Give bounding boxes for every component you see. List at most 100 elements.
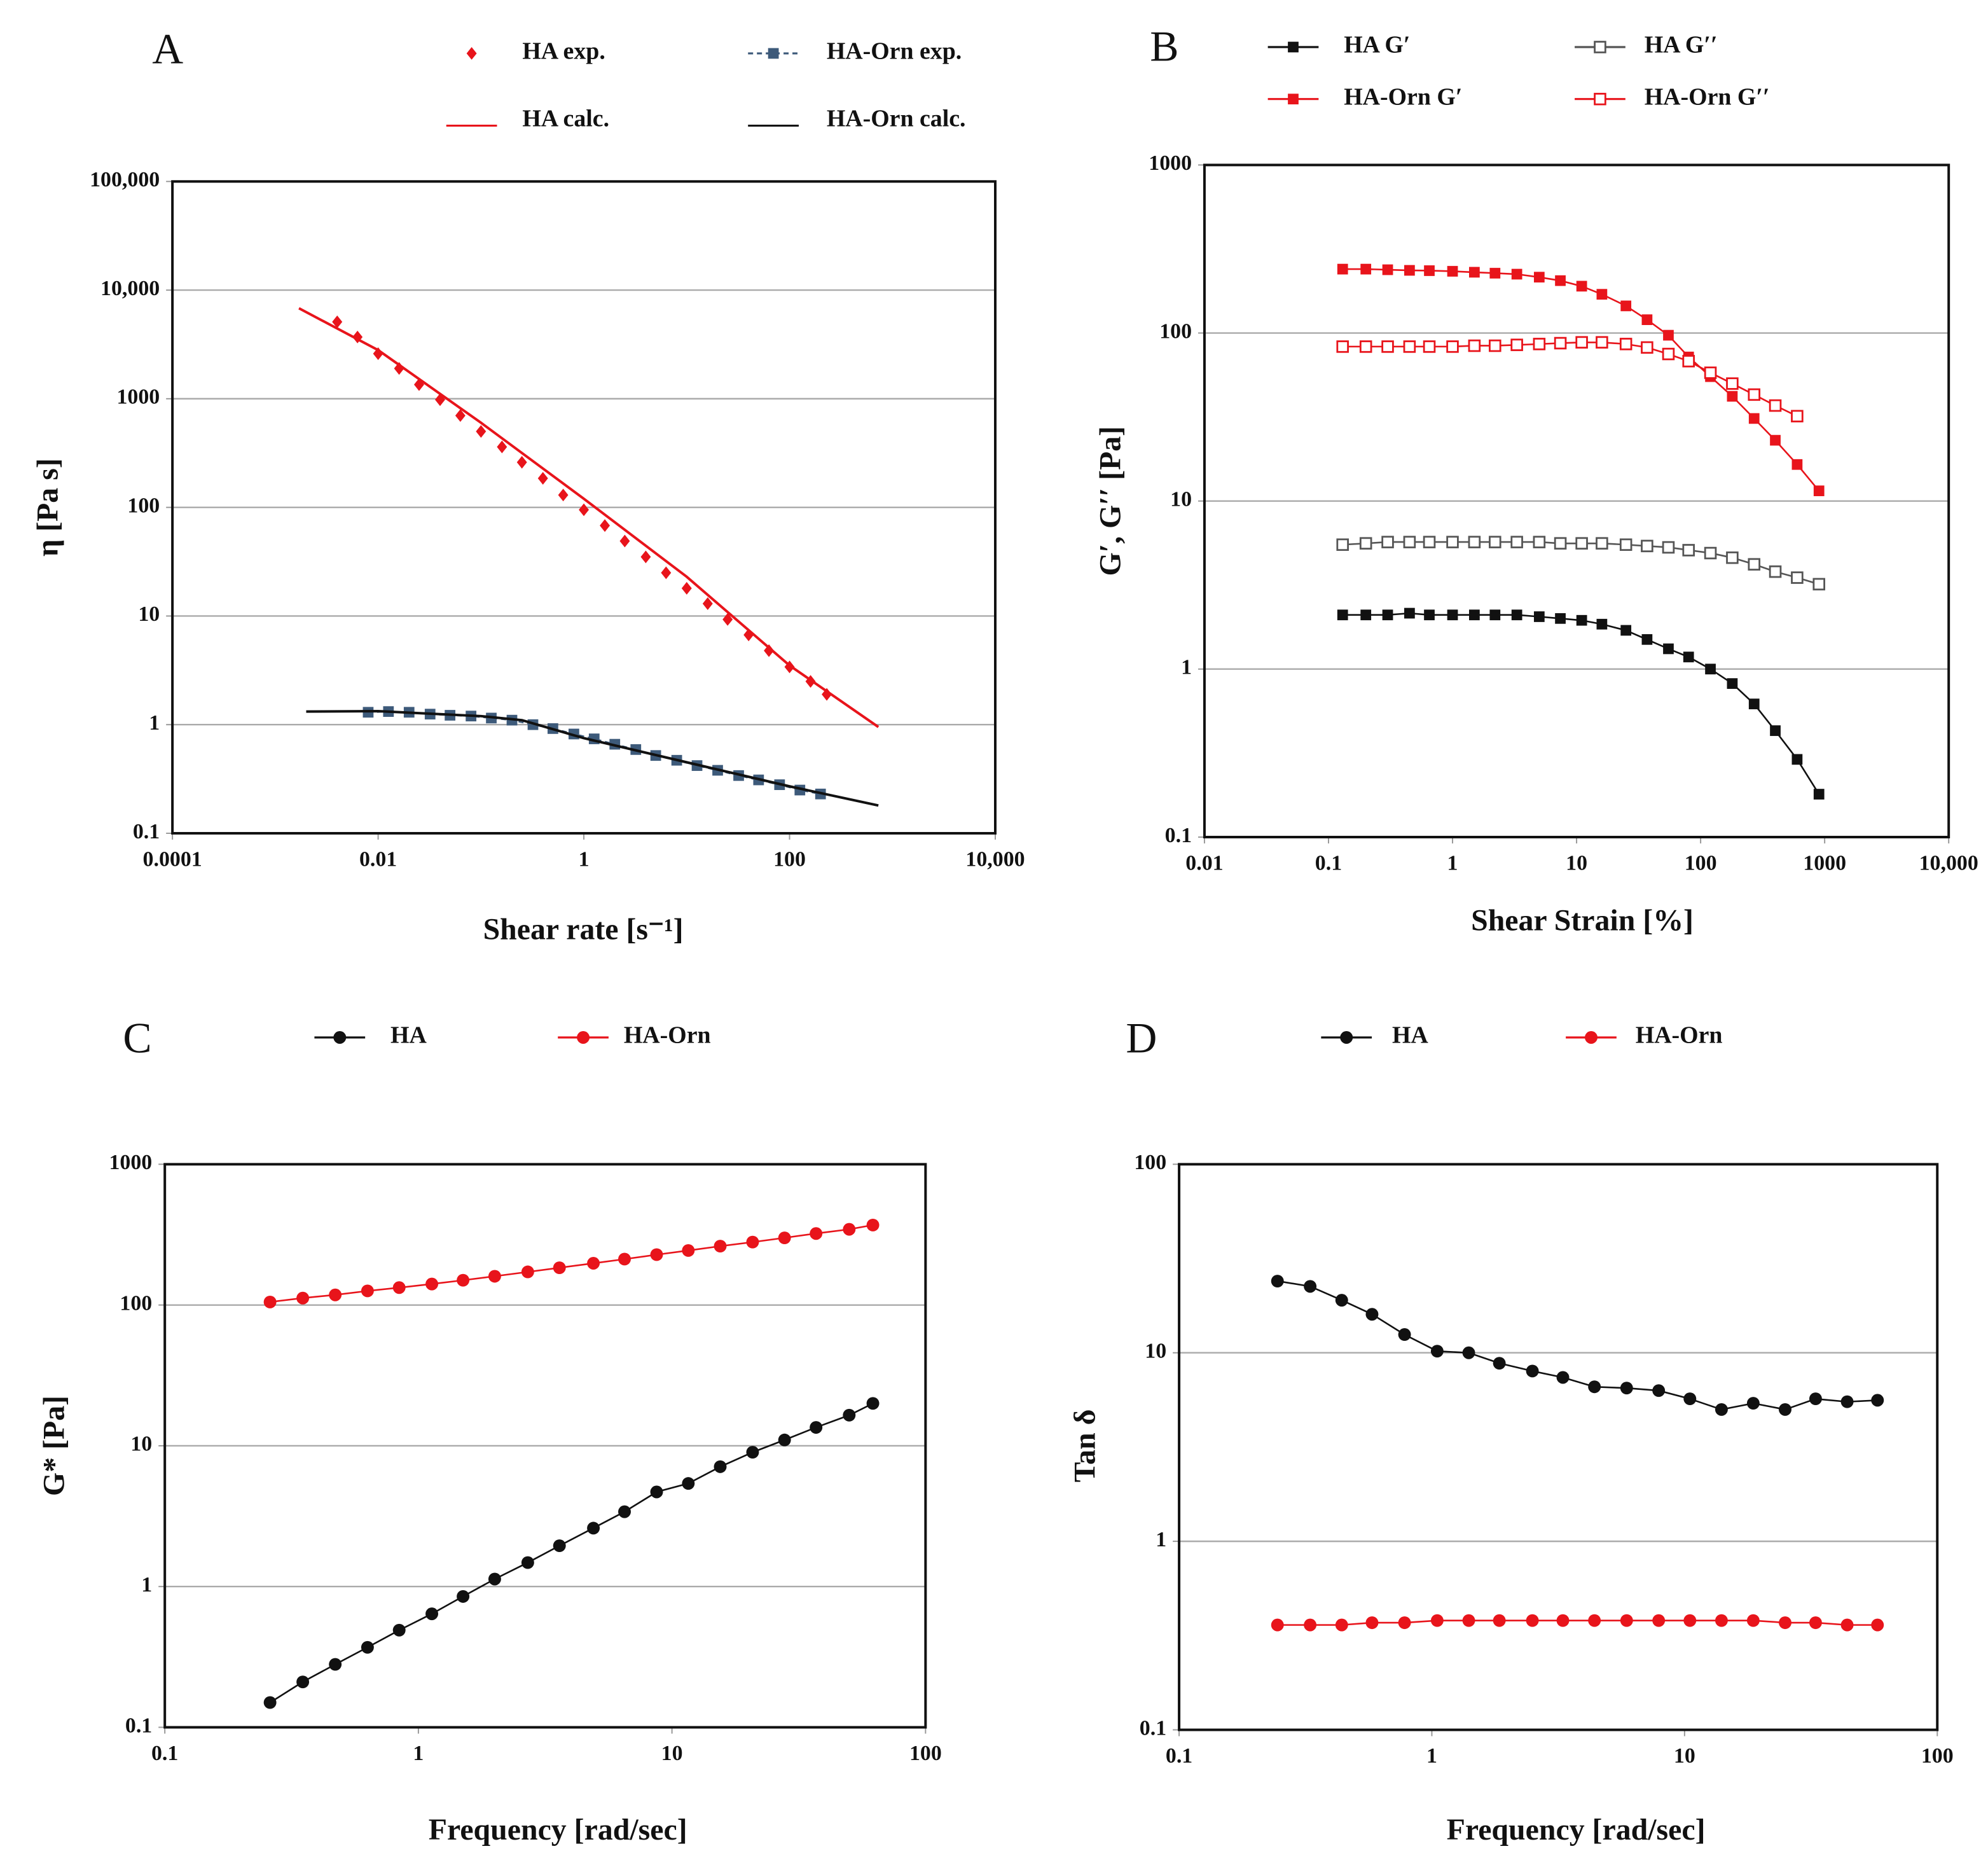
x-tick-label: 10,000 [965, 848, 1025, 871]
data-point [1403, 536, 1416, 548]
data-point [1398, 1328, 1411, 1341]
data-point [1493, 1357, 1506, 1370]
y-tick-label: 0.1 [1140, 1716, 1166, 1740]
data-point [1533, 272, 1545, 283]
data-point [1662, 347, 1675, 361]
legend-label: HA-Orn G′ [1344, 83, 1462, 110]
data-point [457, 1273, 470, 1287]
data-point [332, 315, 343, 328]
data-point [1715, 1614, 1728, 1627]
data-point [1596, 618, 1608, 630]
data-point [1791, 754, 1803, 765]
data-point [1430, 1345, 1444, 1358]
data-point [1840, 1618, 1854, 1632]
plot-frame [171, 180, 997, 835]
series-line [1277, 1280, 1878, 1411]
data-point [1791, 571, 1804, 584]
y-tick-label: 100,000 [90, 168, 160, 191]
data-point [1335, 1294, 1348, 1307]
data-point [1663, 643, 1674, 655]
data-point [1715, 1403, 1728, 1416]
x-axis-title: Shear Strain [%] [1471, 904, 1694, 938]
legend-marker [1594, 41, 1606, 53]
data-point [296, 1291, 310, 1305]
data-point [1447, 609, 1458, 621]
data-point [1468, 267, 1480, 278]
plot-frame [163, 1163, 927, 1729]
data-point [1404, 607, 1415, 619]
data-point [488, 1572, 501, 1586]
y-tick-label: 0.1 [133, 820, 160, 843]
data-point [1424, 609, 1435, 621]
data-point [1304, 1618, 1317, 1632]
legend-marker [1288, 94, 1299, 105]
data-point [1446, 536, 1459, 548]
x-axis-title: Shear rate [s⁻¹] [483, 913, 684, 946]
data-point [1871, 1394, 1884, 1407]
data-point [1641, 341, 1653, 354]
data-point [682, 1244, 695, 1257]
x-tick-label: 0.0001 [143, 848, 202, 871]
x-tick-label: 100 [1685, 852, 1717, 875]
y-tick-label: 10 [1145, 1340, 1166, 1363]
data-point [476, 425, 487, 438]
data-point [1510, 338, 1523, 351]
data-point [1533, 611, 1545, 622]
data-point [553, 1261, 566, 1275]
data-point [1423, 340, 1436, 353]
y-tick-label: 1 [141, 1573, 152, 1597]
data-point [1304, 1280, 1317, 1293]
legend-label: HA G′ [1344, 32, 1410, 59]
data-point [361, 1640, 374, 1654]
data-point [1682, 544, 1695, 557]
data-point [1533, 536, 1546, 548]
x-axis-title: Frequency [rad/sec] [1447, 1813, 1706, 1847]
data-point [1403, 340, 1416, 353]
legend-label: HA [1392, 1022, 1428, 1049]
data-point [1683, 1614, 1697, 1627]
panel-label: B [1150, 23, 1178, 71]
data-point [263, 1696, 277, 1709]
data-point [537, 472, 548, 485]
data-point [1682, 355, 1695, 368]
data-point [392, 1623, 406, 1637]
x-tick-label: 0.1 [1166, 1744, 1192, 1768]
data-point [1813, 485, 1825, 497]
data-point [681, 581, 692, 595]
data-point [1359, 340, 1372, 353]
series-line [1343, 612, 1820, 795]
data-point [778, 1231, 791, 1245]
data-point [618, 1505, 631, 1518]
data-point [361, 1284, 374, 1298]
legend-label: HA-Orn exp. [827, 38, 962, 65]
data-point [778, 1433, 791, 1446]
data-point [866, 1397, 880, 1410]
data-point [1871, 1618, 1884, 1632]
data-point [1662, 541, 1675, 554]
data-point [329, 1658, 342, 1671]
data-point [650, 1248, 663, 1261]
y-tick-label: 100 [127, 494, 160, 517]
data-point [1619, 338, 1633, 350]
data-point [1489, 268, 1501, 279]
legend-marker [333, 1031, 347, 1044]
x-tick-label: 1 [413, 1742, 424, 1765]
data-point [1588, 1380, 1601, 1394]
data-point [1556, 1371, 1570, 1384]
legend-label: HA-Orn [624, 1022, 711, 1049]
legend-label: HA calc. [522, 105, 609, 132]
data-point [1641, 539, 1653, 553]
data-point [1809, 1392, 1822, 1406]
data-point [810, 1421, 823, 1434]
y-tick-label: 100 [120, 1291, 152, 1315]
legend-marker [768, 48, 779, 59]
data-point [392, 1281, 406, 1294]
data-point [1812, 578, 1825, 591]
data-point [746, 1446, 759, 1459]
data-point [296, 1675, 310, 1689]
legend-label: HA-Orn [1636, 1022, 1723, 1049]
data-point [1726, 377, 1739, 390]
data-point [1596, 336, 1608, 349]
data-point [1335, 1618, 1348, 1632]
data-point [516, 455, 527, 469]
